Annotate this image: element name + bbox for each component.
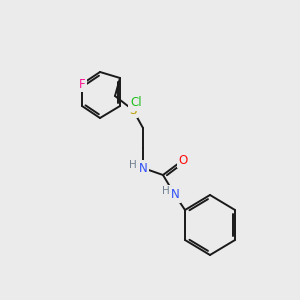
Text: N: N	[171, 188, 179, 202]
Text: H: H	[162, 186, 170, 196]
Text: F: F	[79, 77, 85, 91]
Text: H: H	[129, 160, 137, 170]
Text: Cl: Cl	[130, 97, 142, 110]
Text: N: N	[139, 161, 147, 175]
Text: O: O	[178, 154, 188, 166]
Text: S: S	[129, 103, 137, 116]
